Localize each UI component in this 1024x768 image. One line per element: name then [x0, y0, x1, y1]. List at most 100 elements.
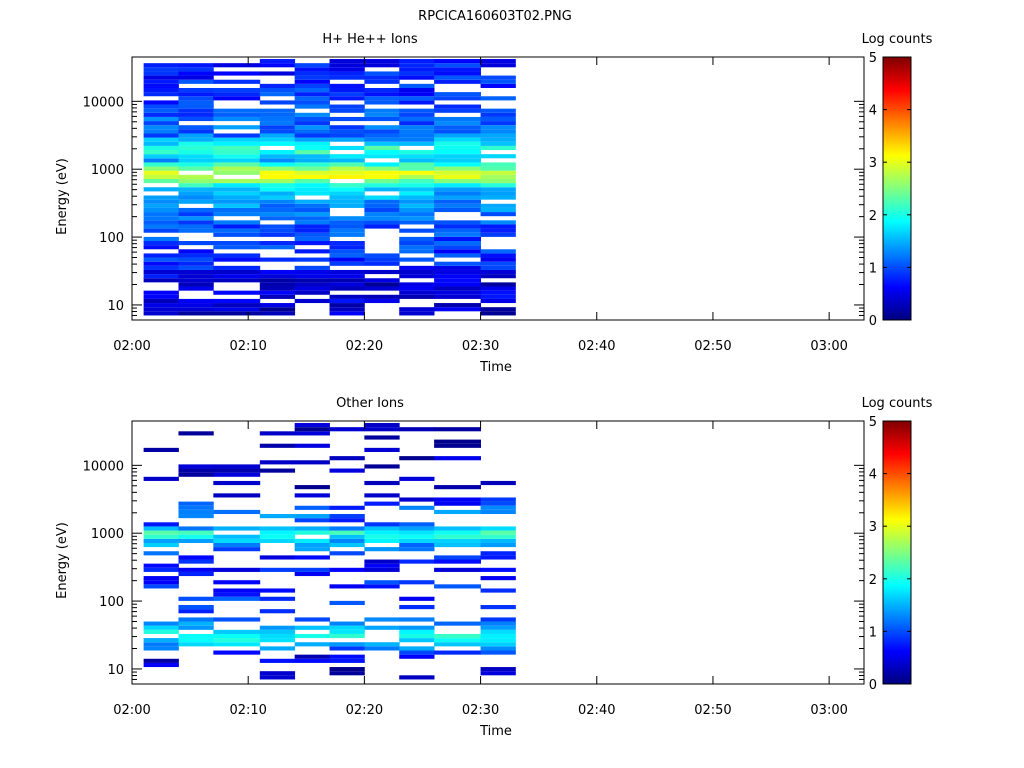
- heatmap-cell: [480, 480, 516, 486]
- y-tick-label: 10: [107, 663, 124, 678]
- heatmap-cell: [213, 187, 261, 192]
- heatmap-cell: [480, 232, 516, 237]
- heatmap-cell: [143, 129, 179, 134]
- heatmap-cell: [259, 224, 296, 229]
- heatmap-cell: [434, 642, 481, 647]
- heatmap-cell: [178, 241, 214, 246]
- heatmap-cell: [294, 290, 330, 295]
- heatmap-cell: [434, 67, 481, 72]
- heatmap-cell: [434, 92, 481, 97]
- heatmap-cell: [329, 294, 365, 299]
- heatmap-cell: [364, 547, 400, 552]
- heatmap-cell: [364, 534, 400, 539]
- heatmap-cell: [329, 63, 365, 68]
- heatmap-cell: [178, 464, 214, 469]
- heatmap-cell: [399, 654, 435, 659]
- heatmap-cell: [294, 150, 330, 155]
- heatmap-cell: [294, 485, 330, 490]
- heatmap-cell: [259, 83, 296, 88]
- heatmap-cell: [294, 282, 330, 287]
- heatmap-cell: [329, 311, 365, 316]
- heatmap-cell: [329, 427, 365, 432]
- colorbar-tick-label: 4: [869, 104, 877, 119]
- heatmap-cell: [178, 257, 214, 262]
- heatmap-cell: [364, 183, 400, 188]
- y-tick-label: 100: [99, 231, 124, 246]
- heatmap-cell: [259, 530, 296, 535]
- heatmap-cell: [213, 166, 261, 171]
- colorbar-tick-label: 1: [869, 625, 877, 640]
- heatmap-cell: [480, 162, 516, 167]
- heatmap-cell: [178, 174, 214, 179]
- heatmap-cell: [364, 538, 400, 543]
- heatmap-cell: [213, 203, 261, 208]
- heatmap-cell: [178, 125, 214, 130]
- heatmap-cell: [434, 224, 481, 229]
- heatmap-cell: [364, 257, 400, 262]
- heatmap-cell: [143, 137, 179, 142]
- heatmap-cell: [364, 87, 400, 93]
- heatmap-cell: [294, 178, 330, 184]
- heatmap-cell: [364, 92, 400, 97]
- heatmap-cell: [259, 232, 296, 237]
- heatmap-cell: [143, 522, 179, 527]
- heatmap-cell: [434, 650, 481, 655]
- heatmap-cell: [434, 485, 481, 490]
- heatmap-cell: [143, 166, 179, 171]
- heatmap-cell: [294, 92, 330, 97]
- heatmap-cell: [143, 83, 179, 88]
- heatmap-cell: [143, 662, 179, 668]
- heatmap-cell: [294, 67, 330, 72]
- heatmap-cell: [364, 580, 400, 585]
- heatmap-cell: [259, 282, 296, 287]
- heatmap-cell: [480, 141, 516, 146]
- heatmap-cell: [329, 199, 365, 204]
- heatmap-cell: [294, 212, 330, 217]
- heatmap-cell: [399, 166, 435, 171]
- heatmap-cell: [329, 253, 365, 258]
- colorbar-tick-label: 2: [869, 573, 877, 588]
- heatmap-cell: [143, 311, 179, 316]
- heatmap-cell: [480, 129, 516, 134]
- heatmap-cell: [143, 71, 179, 76]
- heatmap-cell: [399, 526, 435, 531]
- colorbar-tick-label: 2: [869, 209, 877, 224]
- heatmap-cell: [329, 232, 365, 237]
- heatmap-cell: [178, 228, 214, 233]
- heatmap-cell: [143, 87, 179, 93]
- x-tick-label: 02:00: [113, 339, 150, 354]
- heatmap-cell: [480, 282, 516, 287]
- heatmap-cell: [259, 154, 296, 159]
- heatmap-cell: [399, 112, 435, 117]
- heatmap-cell: [213, 257, 261, 262]
- heatmap-cell: [329, 278, 365, 283]
- heatmap-cell: [329, 303, 365, 308]
- heatmap-cell: [143, 580, 179, 585]
- heatmap-cell: [434, 253, 481, 258]
- x-tick-label: 02:40: [578, 703, 615, 718]
- heatmap-cell: [294, 187, 330, 192]
- heatmap-cell: [178, 509, 214, 515]
- heatmap-cell: [143, 174, 179, 179]
- heatmap-cell: [399, 596, 435, 601]
- x-tick-label: 02:50: [694, 339, 731, 354]
- heatmap-cell: [259, 191, 296, 196]
- heatmap-cell: [434, 290, 481, 295]
- heatmap-cell: [178, 162, 214, 167]
- heatmap-cell: [364, 480, 400, 486]
- heatmap-cell: [294, 216, 330, 221]
- heatmap-cell: [259, 141, 296, 146]
- heatmap-cell: [178, 79, 214, 84]
- heatmap-cell: [259, 92, 296, 97]
- heatmap-cell: [178, 224, 214, 229]
- heatmap-cell: [480, 83, 516, 88]
- heatmap-cell: [143, 108, 179, 113]
- heatmap-cell: [480, 137, 516, 142]
- heatmap-cell: [329, 92, 365, 97]
- heatmap-cell: [434, 174, 481, 179]
- heatmap-cell: [364, 125, 400, 130]
- heatmap-cell: [399, 216, 435, 221]
- heatmap-cell: [143, 576, 179, 581]
- heatmap-cell: [178, 220, 214, 225]
- heatmap-cell: [434, 559, 481, 564]
